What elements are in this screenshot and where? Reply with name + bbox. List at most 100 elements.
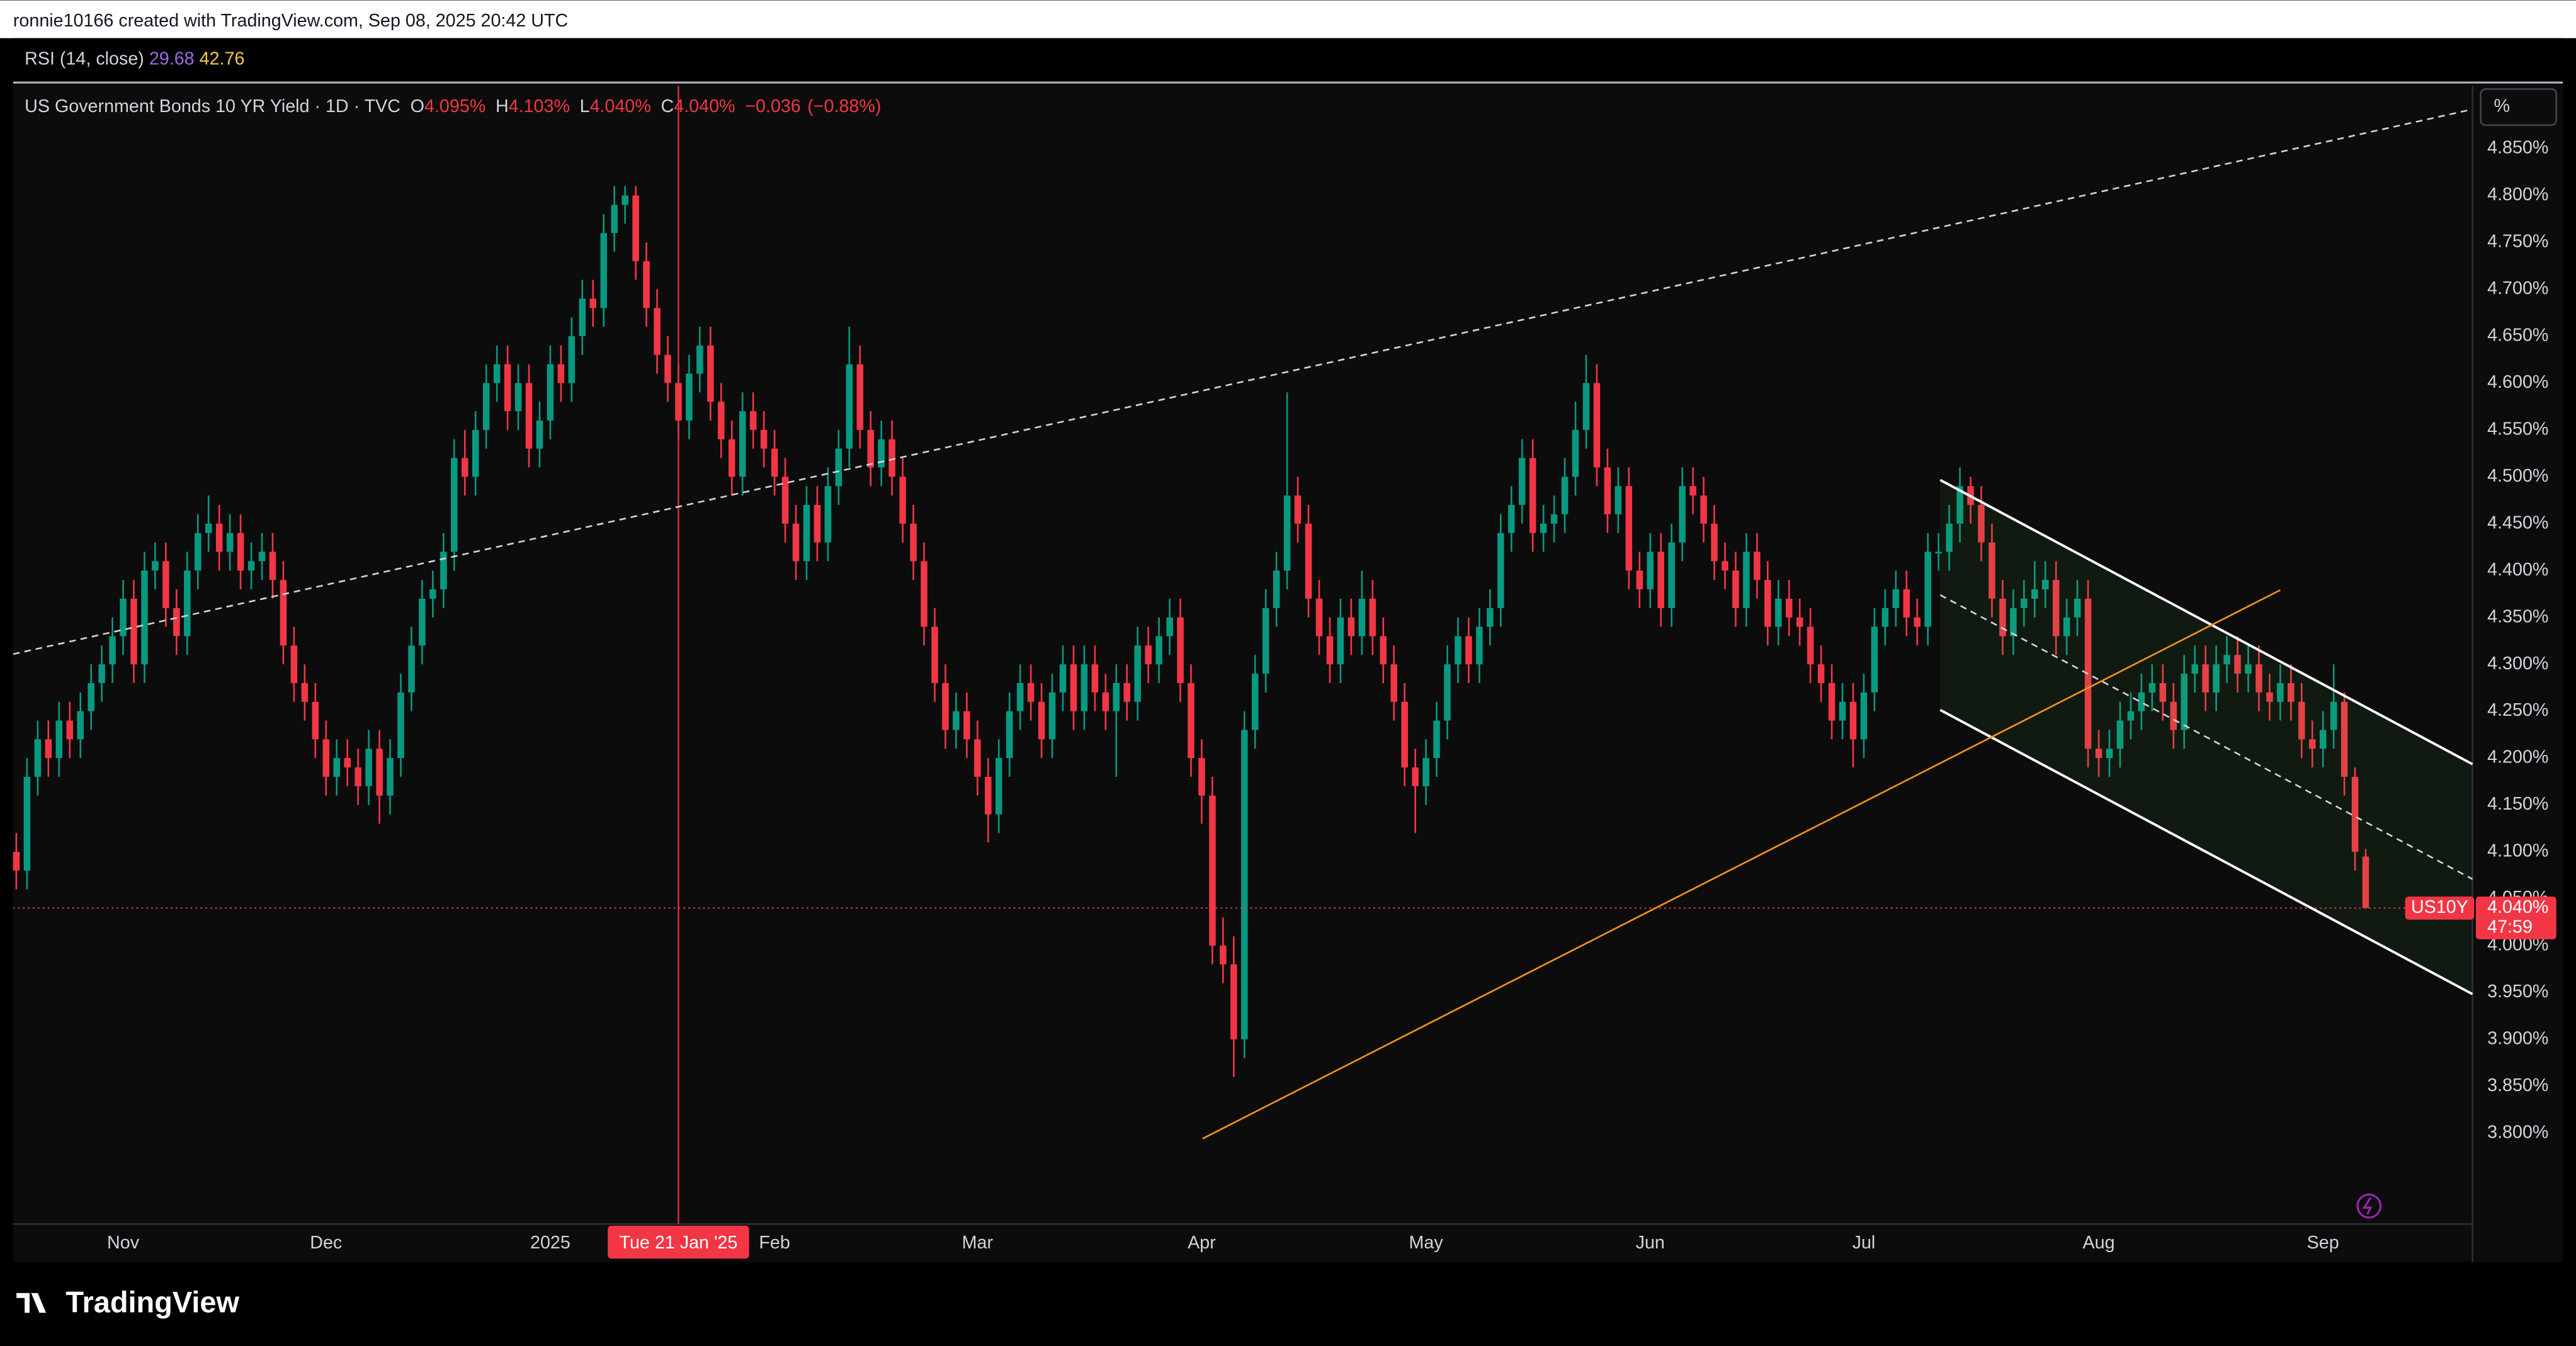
chart-frame xyxy=(13,38,2563,1262)
candle-body xyxy=(942,682,949,730)
candle-body xyxy=(1881,608,1889,627)
candle-body xyxy=(1038,701,1045,740)
candle-body xyxy=(2010,608,2017,636)
channel-upper xyxy=(1939,478,2473,766)
candle-body xyxy=(397,692,404,759)
candle-body xyxy=(792,523,800,562)
candle-body xyxy=(2234,655,2241,674)
candle-body xyxy=(1593,383,1601,468)
symbol-legend: US Government Bonds 10 YR Yield · 1D · T… xyxy=(25,96,881,116)
candle-body xyxy=(1059,664,1067,693)
candle-body xyxy=(1209,795,1216,946)
candle-body xyxy=(974,739,981,777)
y-tick-label: 4.800% xyxy=(2487,184,2548,205)
candle-body xyxy=(1860,692,1868,740)
candle-body xyxy=(2298,701,2305,740)
candle-body xyxy=(568,336,576,383)
y-tick-label: 4.250% xyxy=(2487,700,2548,720)
candle-body xyxy=(1604,467,1611,514)
candle-body xyxy=(739,411,746,477)
candle-body xyxy=(2021,598,2028,608)
candle-body xyxy=(152,561,159,571)
candle-body xyxy=(1989,542,1995,599)
candle-body xyxy=(1198,758,1205,796)
candle-body xyxy=(1550,514,1558,524)
candle-body xyxy=(2052,580,2060,636)
candle-body xyxy=(1326,636,1334,665)
candle-body xyxy=(1433,720,1440,759)
candle-body xyxy=(205,523,212,533)
candle-body xyxy=(1625,486,1633,571)
candle-body xyxy=(1016,682,1024,711)
candle-body xyxy=(1807,626,1814,665)
candle-body xyxy=(13,852,20,871)
y-tick-label: 4.600% xyxy=(2487,372,2548,392)
x-tick-label: Jun xyxy=(1636,1233,1665,1253)
candle-body xyxy=(621,195,628,205)
ohlc-key: L xyxy=(580,96,590,116)
x-tick-label: 2025 xyxy=(530,1233,570,1253)
candle-body xyxy=(2170,701,2177,730)
candle-body xyxy=(718,402,725,439)
candle-body xyxy=(1305,523,1312,599)
candle-body xyxy=(2288,682,2295,702)
y-tick-label: 4.850% xyxy=(2487,138,2548,158)
candle-body xyxy=(867,429,874,468)
candle-body xyxy=(536,420,543,449)
crosshair-tag xyxy=(608,1225,749,1259)
candle-body xyxy=(2330,701,2337,730)
candle-body xyxy=(1871,626,1878,693)
change: −0.036 xyxy=(745,96,801,116)
candle-body xyxy=(88,682,94,711)
candle-body xyxy=(1102,692,1109,711)
candle-body xyxy=(1679,486,1686,543)
candle-body xyxy=(2213,664,2220,693)
last-price-tag xyxy=(2475,896,2556,939)
candle-body xyxy=(333,758,341,777)
candle-body xyxy=(525,383,533,449)
candle-body xyxy=(109,636,116,665)
candle-body xyxy=(824,486,832,543)
candle-body xyxy=(547,364,554,421)
candle-body xyxy=(1903,589,1910,618)
candle-body xyxy=(1422,758,1429,786)
candle-body xyxy=(1166,617,1173,636)
candle-body xyxy=(280,580,287,646)
candle-body xyxy=(611,205,618,234)
candle-body xyxy=(1177,617,1184,683)
ohlc-value: 4.040% xyxy=(674,96,735,116)
candle-body xyxy=(686,373,693,421)
candle-body xyxy=(1497,533,1504,608)
candle-body xyxy=(921,561,928,627)
trend-line-orange xyxy=(1202,589,2281,1140)
x-tick-label: Feb xyxy=(759,1233,790,1253)
candle-body xyxy=(1070,664,1077,711)
candle-body xyxy=(77,711,84,740)
candle-body xyxy=(1924,551,1931,627)
candle-body xyxy=(1348,617,1355,636)
y-tick-label: 4.150% xyxy=(2487,794,2548,814)
candle-body xyxy=(1390,664,1397,702)
candle-body xyxy=(1935,551,1942,554)
candle-body xyxy=(2223,655,2230,665)
candle-body xyxy=(45,739,52,759)
candle-body xyxy=(1476,626,1483,665)
last-price-label: 4.040% xyxy=(2487,897,2548,917)
candle-body xyxy=(985,776,992,815)
alert-icon-bolt xyxy=(2362,1197,2373,1215)
alert-icon[interactable] xyxy=(2356,1193,2382,1219)
candle-body xyxy=(322,739,330,777)
candle-body xyxy=(1582,383,1590,430)
candle-body xyxy=(1412,767,1419,786)
candle-body xyxy=(1839,701,1846,721)
candle-body xyxy=(2138,692,2145,711)
candle-body xyxy=(728,439,735,477)
x-tick-label: Apr xyxy=(1188,1233,1216,1253)
candle-body xyxy=(1380,636,1387,665)
unit-button[interactable] xyxy=(2480,88,2557,127)
candle-body xyxy=(419,598,426,646)
y-tick-label: 3.800% xyxy=(2487,1122,2548,1142)
candle-body xyxy=(290,645,298,683)
candle-body xyxy=(1540,523,1547,533)
candle-body xyxy=(1817,664,1825,683)
